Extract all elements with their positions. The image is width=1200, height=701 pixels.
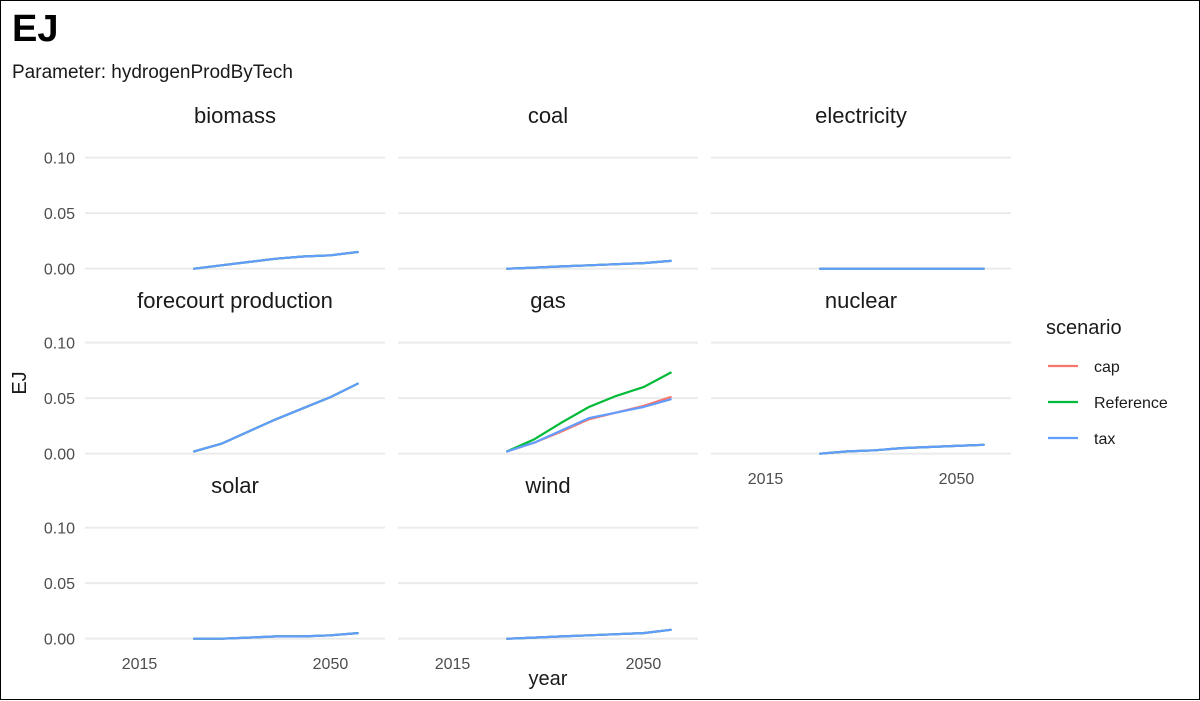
legend-item-tax: tax [1048,431,1115,448]
facet-label: solar [211,473,259,498]
panel-forecourt-production: forecourt production 0.00 0.05 0.10 [44,288,385,464]
series-line-tax [193,250,359,270]
x-tick-label: 2050 [313,656,349,673]
series-line-tax [506,398,672,453]
facet-label: forecourt production [137,288,333,313]
chart-subtitle: Parameter: hydrogenProdByTech [12,62,293,83]
y-tick-label: 0.05 [44,391,75,408]
facet-panels: biomass 0.00 0.05 0.10 coal electricity foreco… [44,103,1011,673]
y-tick-label: 0.00 [44,447,75,464]
series-line-reference [506,371,672,453]
panel-solar: solar 0.00 0.05 0.10 2015 2050 [44,473,385,673]
series-line-cap [193,382,359,453]
facet-label: biomass [194,103,276,128]
panel-wind: wind 2015 2050 [398,473,698,673]
y-axis-title: EJ [9,371,31,394]
panel-nuclear: nuclear 2015 2050 [711,288,1011,488]
legend-title: scenario [1046,317,1122,339]
series-line-tax [506,628,672,640]
legend-item-cap: cap [1048,359,1120,376]
x-axis-title: year [529,668,568,690]
facet-label: nuclear [825,288,897,313]
series-line-tax [818,443,985,455]
x-tick-label: 2050 [626,656,662,673]
x-tick-label: 2015 [122,656,158,673]
legend-label: cap [1094,359,1120,376]
legend-label: Reference [1094,395,1168,412]
facet-label: gas [530,288,565,313]
panel-gas: gas [398,288,698,455]
facet-label: coal [528,103,568,128]
x-tick-label: 2015 [748,471,784,488]
panel-electricity: electricity [711,103,1011,270]
y-tick-label: 0.10 [44,521,75,538]
y-tick-label: 0.10 [44,336,75,353]
legend-item-reference: Reference [1048,395,1168,412]
series-line-tax [193,382,359,453]
y-tick-label: 0.10 [44,151,75,168]
x-tick-label: 2050 [939,471,975,488]
y-tick-label: 0.00 [44,262,75,279]
legend-label: tax [1094,431,1115,448]
x-tick-label: 2015 [435,656,471,673]
panel-biomass: biomass 0.00 0.05 0.10 [44,103,385,279]
chart-title: EJ [12,8,58,50]
series-line-tax [506,259,672,270]
facet-label: wind [524,473,570,498]
y-tick-label: 0.05 [44,206,75,223]
legend: scenario cap Reference tax [1046,317,1168,448]
y-tick-label: 0.05 [44,576,75,593]
series-line-reference [193,382,359,453]
series-line-tax [193,631,359,640]
panel-coal: coal [398,103,698,270]
facet-label: electricity [815,103,907,128]
y-tick-label: 0.00 [44,632,75,649]
